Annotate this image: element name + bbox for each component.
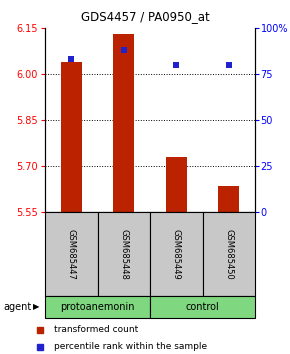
Text: agent: agent bbox=[3, 302, 31, 312]
Bar bbox=[45, 212, 97, 296]
Text: GSM685448: GSM685448 bbox=[119, 229, 128, 279]
Bar bbox=[166, 157, 187, 212]
Bar bbox=[113, 34, 134, 212]
Text: control: control bbox=[186, 302, 219, 312]
Bar bbox=[45, 296, 150, 318]
Text: ▶: ▶ bbox=[33, 303, 40, 312]
Text: GSM685447: GSM685447 bbox=[67, 229, 76, 279]
Bar bbox=[61, 62, 82, 212]
Text: GSM685449: GSM685449 bbox=[172, 229, 181, 279]
Bar bbox=[202, 212, 255, 296]
Bar bbox=[218, 186, 239, 212]
Text: GDS4457 / PA0950_at: GDS4457 / PA0950_at bbox=[81, 10, 209, 23]
Text: protoanemonin: protoanemonin bbox=[60, 302, 135, 312]
Text: GSM685450: GSM685450 bbox=[224, 229, 233, 279]
Text: percentile rank within the sample: percentile rank within the sample bbox=[54, 342, 207, 351]
Bar bbox=[97, 212, 150, 296]
Bar bbox=[150, 212, 202, 296]
Text: transformed count: transformed count bbox=[54, 325, 138, 334]
Bar bbox=[150, 296, 255, 318]
